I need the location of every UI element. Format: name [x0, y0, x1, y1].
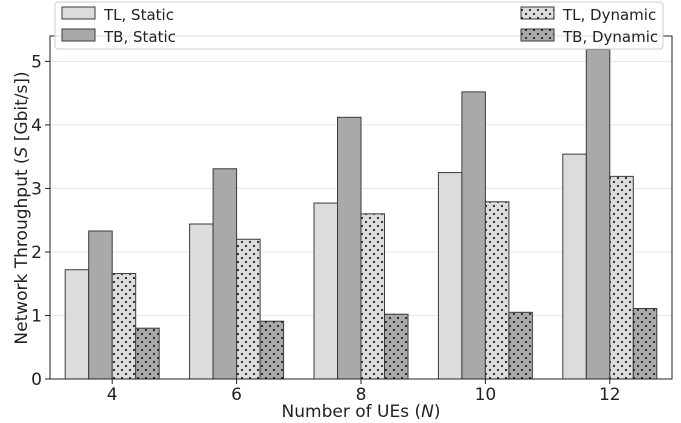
- y-tick-label: 4: [31, 116, 42, 136]
- legend-swatch: [520, 28, 555, 42]
- legend: TL, Static TB, Static TL, Dynamic TB, Dynam…: [54, 1, 664, 50]
- y-tick-label: 3: [31, 179, 42, 199]
- legend-box: [54, 1, 664, 50]
- bar-tb-dynamic-10: [508, 311, 533, 380]
- bar-tl-static-4: [64, 269, 90, 380]
- bar-tb-dynamic-8: [384, 313, 409, 380]
- x-tick-label: 8: [356, 385, 367, 405]
- bar-tl-dynamic-8: [360, 213, 385, 380]
- x-tick-label: 4: [107, 385, 118, 405]
- bar-tb-static-4: [88, 230, 113, 380]
- bar-tl-dynamic-6: [236, 238, 261, 380]
- y-axis-ticks: 0 1 2 3 4 5: [31, 52, 50, 390]
- legend-swatch: [61, 6, 96, 20]
- bar-tb-dynamic-4: [135, 327, 160, 380]
- bar-tb-static-8: [337, 116, 362, 380]
- y-tick-label: 0: [31, 370, 42, 390]
- y-tick-label: 1: [31, 306, 42, 326]
- x-tick-label: 6: [231, 385, 242, 405]
- bar-tl-dynamic-12: [609, 175, 634, 380]
- x-tick-label: 10: [475, 385, 497, 405]
- bar-tb-dynamic-6: [259, 320, 285, 380]
- bar-tb-static-12: [585, 48, 611, 380]
- legend-swatch: [61, 28, 96, 42]
- y-tick-label: 2: [31, 243, 42, 263]
- legend-swatch: [520, 6, 555, 20]
- bar-tb-dynamic-12: [632, 307, 658, 380]
- legend-label: TB, Dynamic: [562, 28, 658, 46]
- y-axis-title: Network Throughput (S [Gbit/s]): [12, 71, 32, 344]
- x-tick-label: 12: [599, 385, 621, 405]
- x-axis-title: Number of UEs (N): [282, 402, 441, 422]
- x-axis-ticks: 4 6 8 10 12: [107, 379, 621, 405]
- bar-tb-static-6: [212, 168, 238, 380]
- y-tick-label: 5: [31, 52, 42, 72]
- bar-tb-static-10: [461, 91, 486, 380]
- legend-label: TB, Static: [103, 28, 176, 46]
- bar-tl-static-6: [189, 223, 214, 380]
- bar-tl-static-8: [313, 202, 338, 380]
- bar-tl-static-10: [437, 172, 463, 380]
- bar-tl-dynamic-4: [111, 273, 137, 380]
- bar-tl-static-12: [562, 153, 587, 380]
- bars: [64, 48, 658, 380]
- bar-tl-dynamic-10: [484, 201, 510, 380]
- legend-label: TL, Static: [103, 6, 174, 24]
- legend-label: TL, Dynamic: [562, 6, 656, 24]
